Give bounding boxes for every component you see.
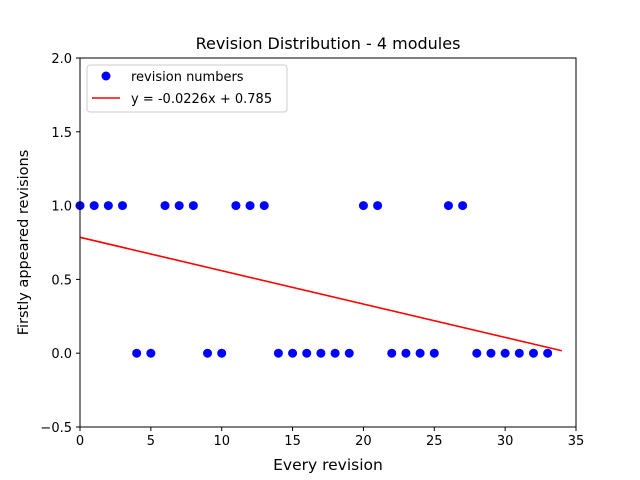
data-marks bbox=[75, 201, 563, 358]
plot-area bbox=[80, 58, 576, 427]
x-tick-label: 30 bbox=[497, 434, 514, 449]
data-point bbox=[415, 348, 425, 358]
data-point bbox=[245, 201, 255, 211]
data-point bbox=[174, 201, 184, 211]
data-point bbox=[514, 348, 524, 358]
data-point bbox=[188, 201, 198, 211]
y-tick-label: 0.5 bbox=[51, 273, 72, 288]
data-point bbox=[103, 201, 113, 211]
data-point bbox=[146, 348, 156, 358]
x-axis-title: Every revision bbox=[273, 456, 383, 474]
data-point bbox=[387, 348, 397, 358]
data-point bbox=[330, 348, 340, 358]
legend-label-revision-numbers: revision numbers bbox=[131, 70, 244, 85]
x-axis-ticks: 0 5 10 15 20 25 30 35 bbox=[76, 427, 584, 449]
x-tick-label: 5 bbox=[147, 434, 155, 449]
data-point bbox=[259, 201, 269, 211]
data-point bbox=[429, 348, 439, 358]
legend-marker-revision-numbers bbox=[101, 71, 111, 81]
data-point bbox=[528, 348, 538, 358]
y-tick-label: 0.0 bbox=[51, 347, 72, 362]
data-point bbox=[217, 348, 227, 358]
data-point bbox=[288, 348, 298, 358]
y-tick-label: 1.0 bbox=[51, 200, 72, 215]
x-tick-label: 10 bbox=[213, 434, 230, 449]
y-tick-label: 1.5 bbox=[51, 126, 72, 141]
data-point bbox=[543, 348, 553, 358]
y-tick-label: 2.0 bbox=[51, 52, 72, 67]
data-point bbox=[203, 348, 213, 358]
data-point bbox=[302, 348, 312, 358]
data-point bbox=[89, 201, 99, 211]
data-point bbox=[273, 348, 283, 358]
data-point bbox=[231, 201, 241, 211]
data-point bbox=[458, 201, 468, 211]
legend-box bbox=[86, 64, 288, 113]
x-tick-label: 15 bbox=[284, 434, 301, 449]
data-point bbox=[500, 348, 510, 358]
data-point bbox=[443, 201, 453, 211]
x-tick-label: 35 bbox=[568, 434, 585, 449]
data-point bbox=[160, 201, 170, 211]
data-point bbox=[373, 201, 383, 211]
plot-frame bbox=[79, 57, 577, 428]
data-point bbox=[118, 201, 128, 211]
data-point bbox=[472, 348, 482, 358]
x-tick-label: 0 bbox=[76, 434, 84, 449]
fit-line bbox=[79, 236, 563, 352]
y-tick-label: −0.5 bbox=[40, 421, 72, 436]
data-point bbox=[358, 201, 368, 211]
y-axis-title: Firstly appeared revisions bbox=[16, 150, 32, 336]
y-axis-ticks: −0.5 0.0 0.5 1.0 1.5 2.0 bbox=[40, 52, 80, 436]
chart-title: Revision Distribution - 4 modules bbox=[196, 34, 461, 53]
data-point bbox=[486, 348, 496, 358]
x-tick-label: 25 bbox=[426, 434, 443, 449]
legend-label-fit-line: y = -0.0226x + 0.785 bbox=[131, 92, 272, 107]
x-tick-label: 20 bbox=[355, 434, 372, 449]
data-point bbox=[316, 348, 326, 358]
data-point bbox=[401, 348, 411, 358]
data-point bbox=[132, 348, 142, 358]
legend: revision numbers y = -0.0226x + 0.785 bbox=[86, 64, 288, 113]
data-point bbox=[344, 348, 354, 358]
